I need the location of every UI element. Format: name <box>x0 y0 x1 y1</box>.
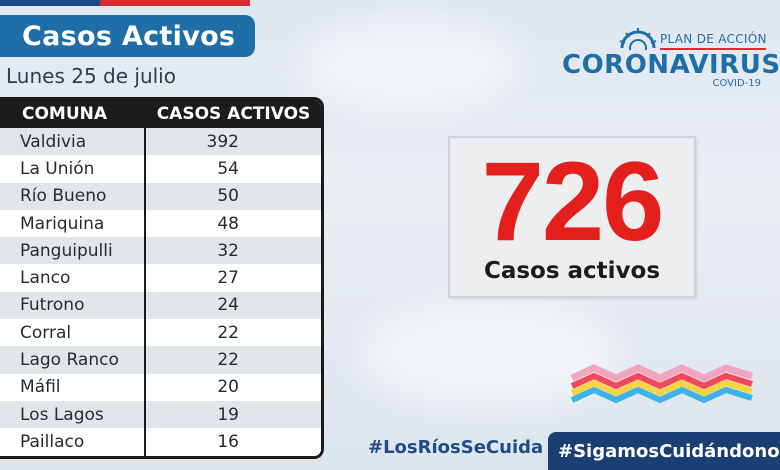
casos-cell: 50 <box>217 186 239 207</box>
casos-cell: 392 <box>206 131 239 152</box>
table-row: Mariquina 48 <box>0 209 321 238</box>
table-row: Corral 22 <box>0 319 321 347</box>
comuna-cell: Río Bueno <box>0 182 146 210</box>
date-label: Lunes 25 de julio <box>6 64 176 88</box>
comuna-cell: Los Lagos <box>0 400 146 429</box>
logo-main-text: CORONAVIRUS <box>562 50 780 80</box>
page-title: Casos Activos <box>0 15 255 57</box>
comuna-cell: Panguipulli <box>0 237 146 265</box>
casos-cell: 20 <box>217 377 239 398</box>
table-row: Río Bueno 50 <box>0 182 321 210</box>
table-body: Valdivia 392 La Unión 54 Río Bueno 50 Mariquin… <box>0 128 321 456</box>
virus-icon <box>619 28 657 50</box>
comuna-cell: La Unión <box>0 155 146 183</box>
casos-cell: 22 <box>217 350 239 371</box>
table-row: Los Lagos 19 <box>0 400 321 429</box>
casos-cell: 19 <box>217 404 239 425</box>
los-rios-wave-logo <box>570 364 754 404</box>
table-row: Máfil 20 <box>0 373 321 401</box>
casos-cell: 22 <box>217 322 239 343</box>
total-cases-card: 726 Casos activos <box>448 136 696 298</box>
total-cases-label: Casos activos <box>483 258 661 284</box>
flag-stripe <box>0 0 250 6</box>
comuna-cell: Lago Ranco <box>0 346 146 374</box>
table-row: Valdivia 392 <box>0 128 321 156</box>
comuna-cell: Mariquina <box>0 209 146 238</box>
total-cases-number: 726 <box>481 139 665 264</box>
casos-cell: 32 <box>217 240 239 261</box>
hashtag-sigamos: #SigamosCuidándonos <box>548 432 780 470</box>
hashtag-los-rios: #LosRíosSeCuida <box>368 437 544 458</box>
comuna-cell: Máfil <box>0 373 146 401</box>
comuna-cell: Valdivia <box>0 128 146 156</box>
hashtag-sigamos-text: #SigamosCuidándonos <box>558 440 780 462</box>
comuna-cell: Paillaco <box>0 428 146 456</box>
table-row: Lago Ranco 22 <box>0 346 321 374</box>
logo-plan-text: PLAN DE ACCIÓN <box>660 32 767 46</box>
casos-cell: 54 <box>217 158 239 179</box>
comuna-cell: Futrono <box>0 291 146 320</box>
casos-cell: 16 <box>217 431 239 452</box>
comuna-cell: Corral <box>0 319 146 347</box>
table-row: La Unión 54 <box>0 155 321 183</box>
table-row: Lanco 27 <box>0 264 321 292</box>
table-row: Paillaco 16 <box>0 428 321 456</box>
logo-divider <box>660 48 766 50</box>
coronavirus-logo: PLAN DE ACCIÓN CORONAVIRUS COVID-19 <box>562 28 780 90</box>
logo-covid-text: COVID-19 <box>712 78 761 89</box>
casos-cell: 24 <box>217 295 239 316</box>
comuna-cell: Lanco <box>0 264 146 292</box>
cloud-decoration <box>300 20 520 110</box>
table-header: COMUNA CASOS ACTIVOS <box>0 100 321 128</box>
column-header-comuna: COMUNA <box>22 104 108 124</box>
cases-table: COMUNA CASOS ACTIVOS Valdivia 392 La Unión… <box>0 97 324 459</box>
table-row: Futrono 24 <box>0 291 321 320</box>
casos-cell: 27 <box>217 268 239 289</box>
table-row: Panguipulli 32 <box>0 237 321 265</box>
column-header-casos: CASOS ACTIVOS <box>156 104 311 124</box>
casos-cell: 48 <box>217 213 239 234</box>
